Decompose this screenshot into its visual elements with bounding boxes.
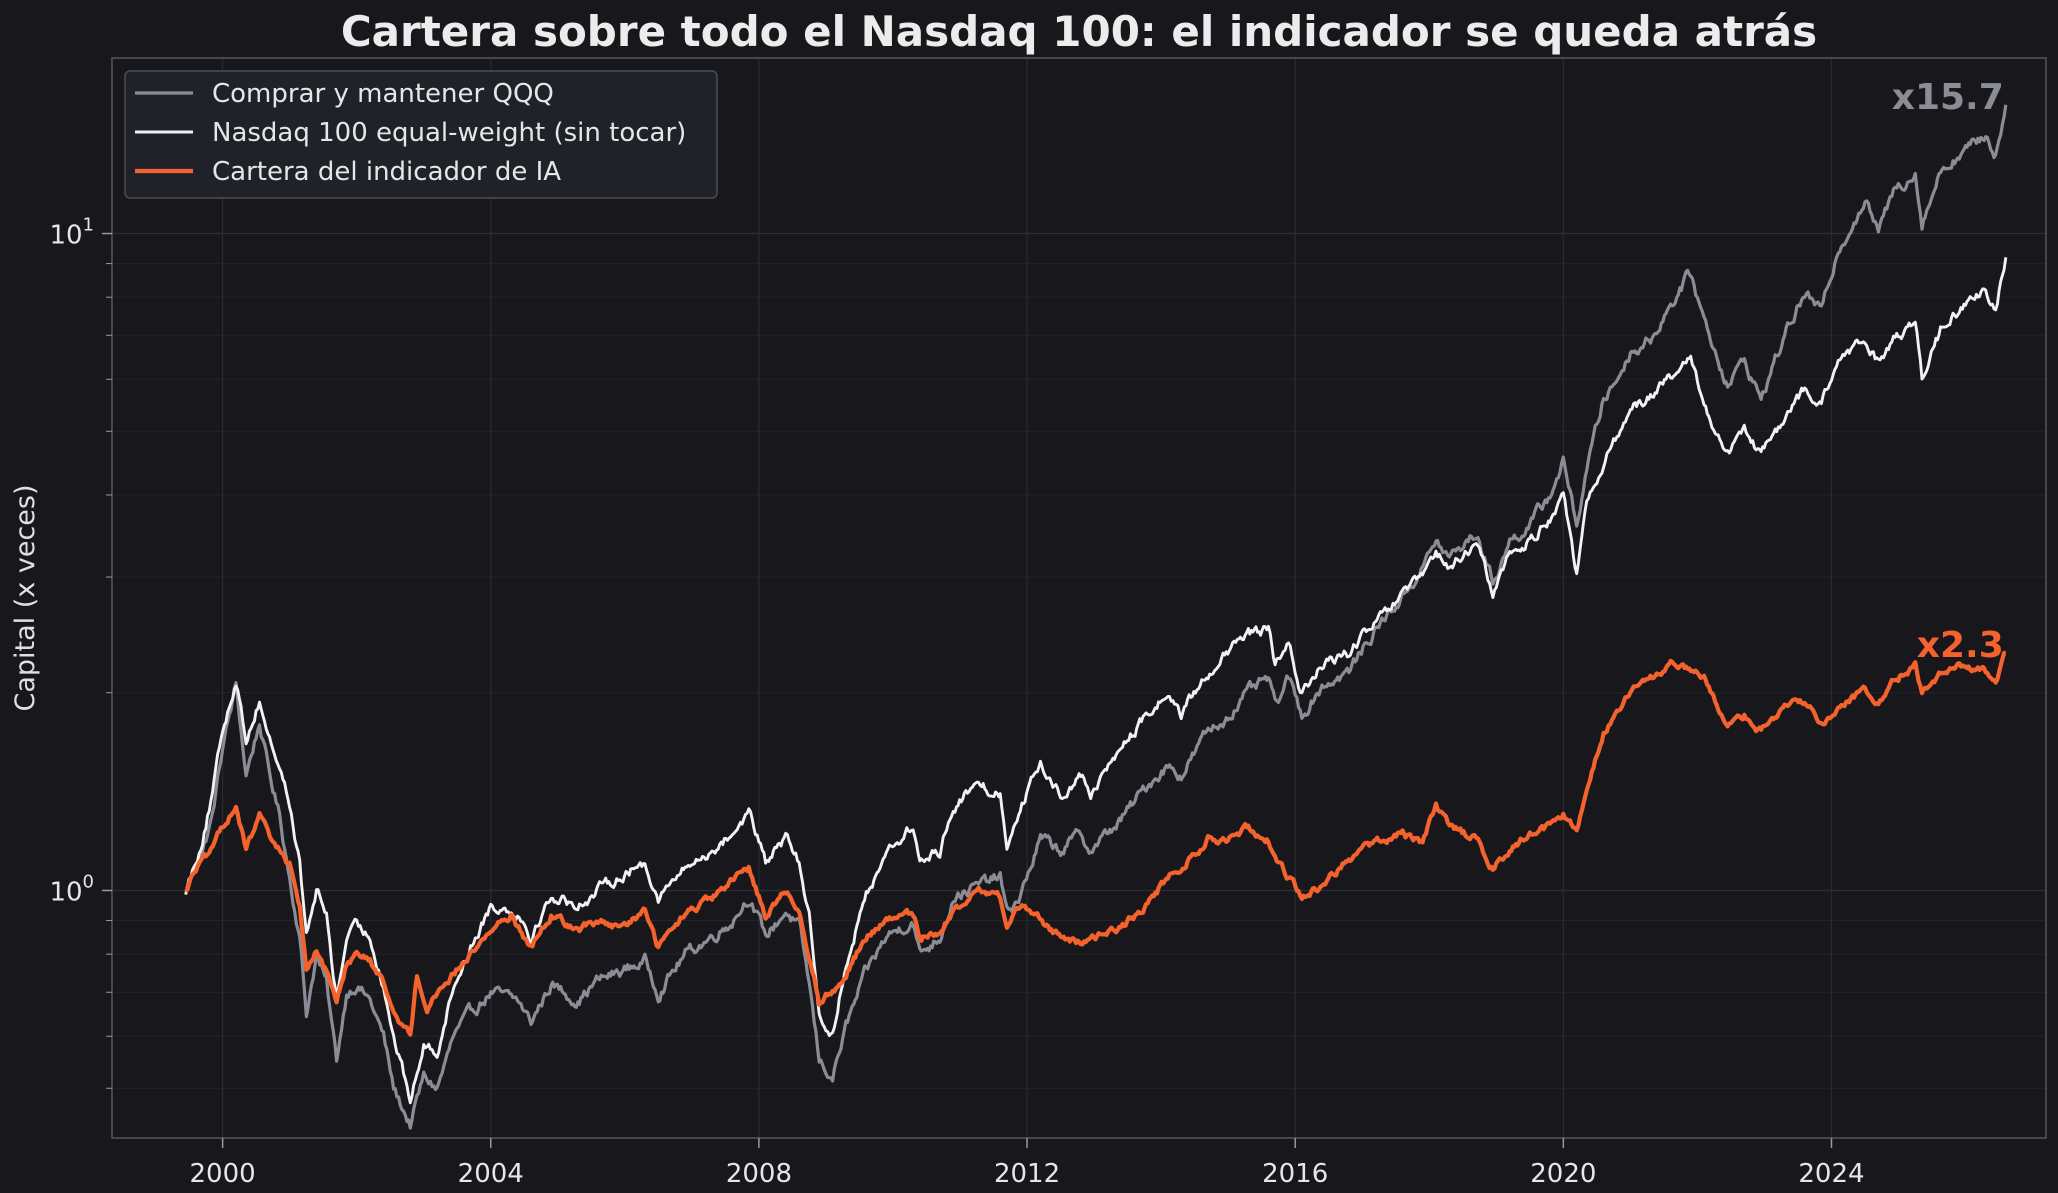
- grid: [112, 58, 2046, 1138]
- plot-area: [111, 57, 2047, 1139]
- x-tick-label: 2012: [994, 1159, 1060, 1189]
- legend-label: Comprar y mantener QQQ: [212, 79, 554, 109]
- legend-box: [124, 70, 718, 199]
- x-tick-label: 2020: [1530, 1159, 1596, 1189]
- x-tick-label: 2024: [1798, 1159, 1864, 1189]
- x-tick-label: 2008: [726, 1159, 792, 1189]
- series-line-2: [184, 257, 2008, 1105]
- x-tick-label: 2004: [458, 1159, 524, 1189]
- end-labels: x15.7 x2.3: [1892, 77, 2004, 666]
- legend-label: Cartera del indicador de IA: [212, 157, 561, 187]
- x-tick-label: 2000: [190, 1159, 256, 1189]
- series-line-3: [184, 650, 2007, 1037]
- end-value-label-3: x2.3: [1917, 625, 2004, 666]
- x-tick-label: 2016: [1262, 1159, 1328, 1189]
- y-axis-label: Capital (x veces): [10, 485, 41, 712]
- series-lines: [184, 104, 2008, 1130]
- y-tick-label: 100: [49, 871, 94, 907]
- chart-title: Cartera sobre todo el Nasdaq 100: el ind…: [341, 7, 1817, 56]
- axes: 2000 2004 2008 2012 2016 2020 2024 100 101: [49, 215, 1864, 1189]
- series-line-1: [185, 104, 2008, 1130]
- y-tick-label: 101: [49, 215, 94, 251]
- legend-label: Nasdaq 100 equal-weight (sin tocar): [212, 118, 686, 148]
- legend: Comprar y mantener QQQ Nasdaq 100 equal-w…: [124, 70, 718, 199]
- plot-frame: [111, 57, 2047, 1139]
- end-value-label-1: x15.7: [1892, 77, 2004, 118]
